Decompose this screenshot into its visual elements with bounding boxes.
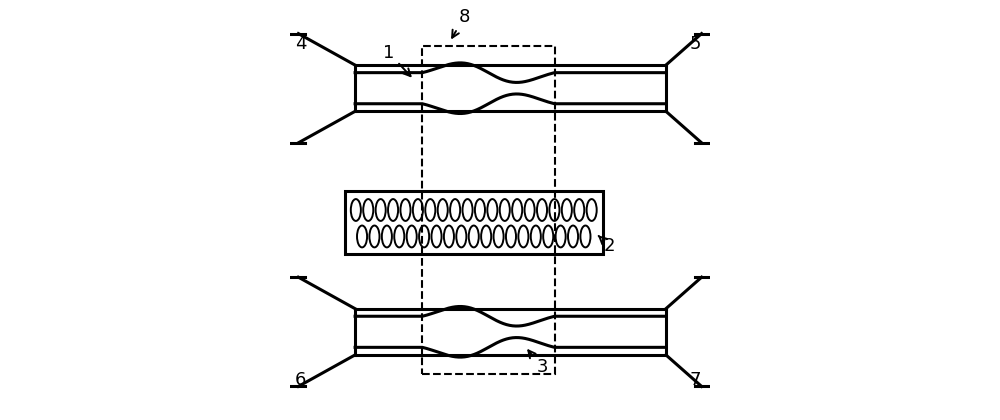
- Ellipse shape: [450, 199, 460, 221]
- Ellipse shape: [351, 199, 361, 221]
- Ellipse shape: [376, 199, 386, 221]
- Ellipse shape: [475, 199, 485, 221]
- Ellipse shape: [500, 199, 510, 221]
- Ellipse shape: [481, 226, 491, 247]
- Ellipse shape: [549, 199, 559, 221]
- Text: 7: 7: [690, 371, 701, 389]
- Ellipse shape: [568, 226, 578, 247]
- Ellipse shape: [469, 226, 479, 247]
- Text: 4: 4: [295, 35, 306, 53]
- Ellipse shape: [388, 199, 398, 221]
- Ellipse shape: [562, 199, 572, 221]
- Ellipse shape: [363, 199, 373, 221]
- Ellipse shape: [400, 199, 411, 221]
- Bar: [345, 191, 603, 254]
- Ellipse shape: [580, 226, 590, 247]
- Text: 2: 2: [599, 236, 615, 255]
- Ellipse shape: [407, 226, 417, 247]
- Ellipse shape: [357, 226, 367, 247]
- Ellipse shape: [574, 199, 584, 221]
- Ellipse shape: [419, 226, 429, 247]
- Ellipse shape: [518, 226, 528, 247]
- Ellipse shape: [456, 226, 466, 247]
- Ellipse shape: [525, 199, 535, 221]
- Ellipse shape: [487, 199, 497, 221]
- Ellipse shape: [463, 199, 473, 221]
- Ellipse shape: [512, 199, 522, 221]
- Ellipse shape: [382, 226, 392, 247]
- Ellipse shape: [537, 199, 547, 221]
- Ellipse shape: [556, 226, 566, 247]
- Ellipse shape: [413, 199, 423, 221]
- Text: 1: 1: [383, 44, 411, 76]
- Text: 5: 5: [690, 35, 701, 53]
- Ellipse shape: [425, 199, 435, 221]
- Ellipse shape: [587, 199, 597, 221]
- Ellipse shape: [531, 226, 541, 247]
- Ellipse shape: [431, 226, 442, 247]
- Ellipse shape: [444, 226, 454, 247]
- Ellipse shape: [494, 226, 504, 247]
- Ellipse shape: [506, 226, 516, 247]
- Ellipse shape: [438, 199, 448, 221]
- Text: 6: 6: [295, 371, 306, 389]
- Ellipse shape: [394, 226, 404, 247]
- Ellipse shape: [369, 226, 380, 247]
- Text: 3: 3: [528, 350, 548, 376]
- Ellipse shape: [543, 226, 553, 247]
- Bar: [422, 46, 555, 374]
- Text: 8: 8: [452, 8, 470, 38]
